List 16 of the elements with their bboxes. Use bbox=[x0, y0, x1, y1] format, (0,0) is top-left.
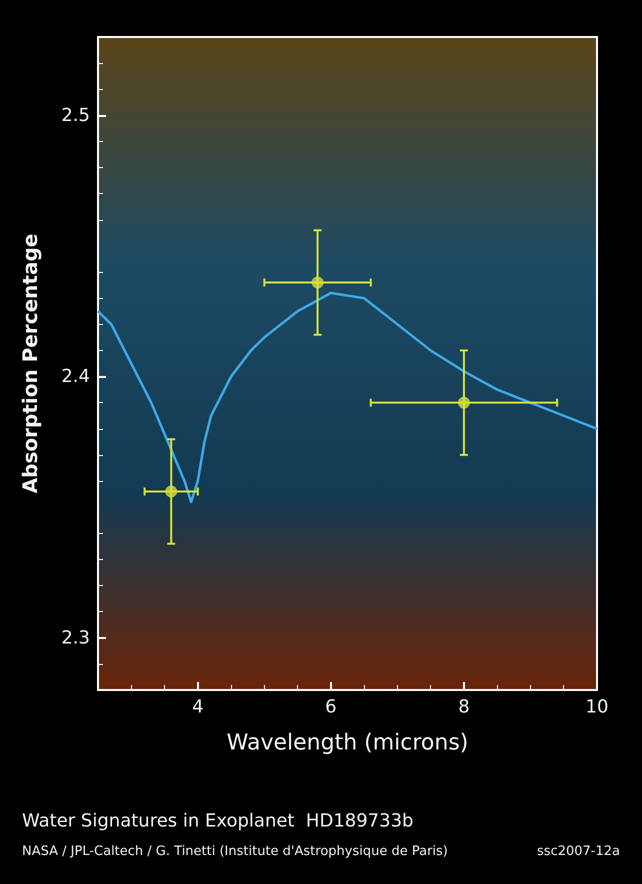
text: NASA / JPL-Caltech / G. Tinetti (Institute d'Astrophysique de Paris) bbox=[22, 844, 448, 859]
text: Water Signatures in Exoplanet HD189733b bbox=[22, 810, 414, 832]
point bbox=[165, 485, 178, 498]
x-tick-label: 6 bbox=[325, 696, 337, 718]
x-tick-label: 8 bbox=[458, 696, 470, 718]
y-tick-label: 2.5 bbox=[61, 104, 90, 126]
text: ssc2007-12a bbox=[537, 844, 620, 859]
line-series bbox=[96, 292, 598, 504]
x-tick-label: 10 bbox=[586, 696, 608, 718]
x-axis-title: Wavelength (microns) bbox=[226, 730, 468, 756]
y-tick-label: 2.3 bbox=[61, 627, 90, 648]
point bbox=[458, 396, 470, 409]
y-axis-title: Absorption Percentage bbox=[18, 234, 42, 494]
y-tick-label: 2.4 bbox=[61, 366, 90, 388]
point bbox=[312, 276, 324, 289]
x-tick-label: 4 bbox=[192, 696, 204, 718]
